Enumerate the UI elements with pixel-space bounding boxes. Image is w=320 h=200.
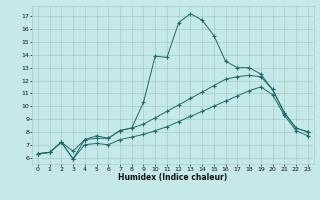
X-axis label: Humidex (Indice chaleur): Humidex (Indice chaleur) [118, 173, 228, 182]
